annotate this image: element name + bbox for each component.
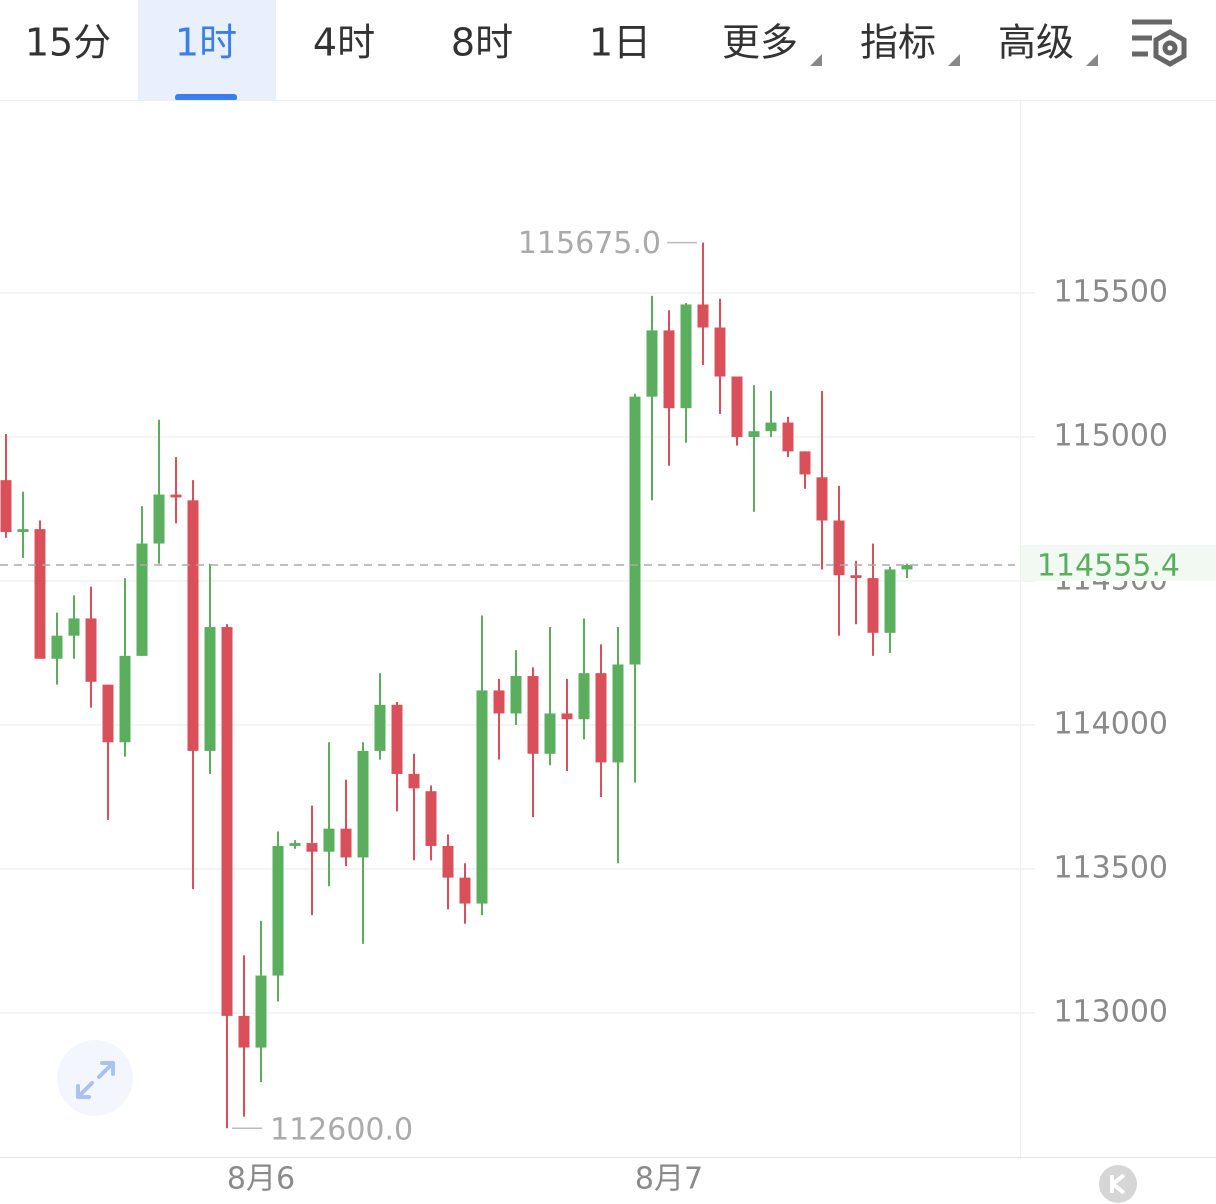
candle-body — [850, 575, 862, 579]
candle-body — [476, 690, 488, 904]
candle-body — [782, 422, 794, 452]
x-tick-label: 8月7 — [635, 1162, 703, 1197]
tab[interactable]: 8时 — [451, 21, 513, 65]
candle-body — [748, 431, 760, 437]
icon-hex — [1153, 29, 1187, 67]
candle-body — [119, 655, 131, 743]
tab[interactable]: 15分 — [25, 21, 111, 65]
y-tick-label: 115000 — [1053, 418, 1168, 453]
candle-body — [493, 690, 505, 714]
candle-body — [425, 791, 437, 846]
candle-body — [680, 304, 692, 409]
last-price-label: 114555.4 — [1037, 549, 1180, 584]
tab[interactable]: 1日 — [589, 21, 651, 65]
button-bg — [57, 1040, 133, 1116]
candle-body — [238, 1015, 250, 1048]
candle-body — [578, 673, 590, 720]
dropdown-marker — [948, 54, 960, 66]
candle-body — [544, 713, 556, 754]
candle-body — [102, 684, 114, 743]
candle-body — [799, 451, 811, 475]
expand-icon — [76, 1061, 115, 1099]
x-tick-label: 8月6 — [227, 1162, 295, 1197]
candle-body — [408, 773, 420, 789]
tab[interactable]: 4时 — [313, 21, 375, 65]
candles — [0, 242, 913, 1129]
overlay: 115675.0 112600.0 114555.4 — [0, 226, 1216, 1148]
candle-body — [68, 618, 80, 636]
active-tab-indicator — [175, 94, 237, 101]
candle-body — [255, 975, 267, 1048]
expand-button[interactable] — [57, 1040, 133, 1116]
candle-body — [595, 673, 607, 763]
candle-body — [629, 396, 641, 665]
candle-body — [646, 330, 658, 397]
candle-body — [0, 480, 12, 533]
candle-body — [374, 704, 386, 751]
dropdown-marker — [1086, 54, 1098, 66]
candle-body — [884, 569, 896, 633]
high-label: 115675.0 — [518, 226, 661, 261]
candle-body — [17, 529, 29, 533]
settings-icon[interactable] — [1132, 19, 1187, 67]
candle-body — [867, 578, 879, 633]
candle-body — [136, 543, 148, 656]
tab[interactable]: 1时 — [175, 21, 237, 65]
logo — [1099, 1165, 1137, 1203]
active-tab-bg — [138, 0, 276, 100]
tab[interactable]: 指标 — [860, 21, 936, 65]
candle-body — [816, 477, 828, 521]
candle-body — [340, 828, 352, 858]
candle-body — [612, 664, 624, 763]
candle-body — [731, 376, 743, 437]
candle-body — [306, 843, 318, 852]
y-tick-label: 114000 — [1053, 706, 1168, 741]
candle-body — [34, 529, 46, 659]
candle-body — [901, 565, 913, 570]
tab[interactable]: 更多 — [722, 21, 798, 65]
candle-body — [51, 635, 63, 659]
candle-body — [561, 713, 573, 720]
candle-body — [527, 676, 539, 754]
low-label: 112600.0 — [270, 1113, 413, 1148]
candle-body — [204, 627, 216, 751]
candle-body — [323, 828, 335, 852]
candle-body — [697, 304, 709, 328]
icon-dot — [1162, 40, 1178, 56]
candle-body — [170, 494, 182, 498]
y-tick-label: 115500 — [1053, 274, 1168, 309]
candle-body — [357, 750, 369, 858]
candle-body — [765, 422, 777, 432]
candle-body — [289, 843, 301, 846]
candle-body — [714, 327, 726, 377]
logo-mark — [1109, 1173, 1126, 1195]
candle-body — [153, 494, 165, 544]
candle-body — [442, 845, 454, 878]
candle-body — [510, 676, 522, 714]
logo-bg — [1099, 1165, 1137, 1203]
candle-body — [663, 330, 675, 409]
y-tick-label: 113000 — [1053, 994, 1168, 1029]
candle-body — [221, 627, 233, 1016]
tab[interactable]: 高级 — [998, 21, 1074, 65]
y-tick-label: 113500 — [1053, 850, 1168, 885]
candle-body — [85, 618, 97, 682]
candle-body — [459, 877, 471, 904]
candle-body — [272, 845, 284, 976]
dropdown-marker — [810, 54, 822, 66]
candle-body — [391, 704, 403, 774]
candle-body — [187, 500, 199, 751]
candle-body — [833, 520, 845, 576]
last-price-tag — [1021, 545, 1216, 582]
